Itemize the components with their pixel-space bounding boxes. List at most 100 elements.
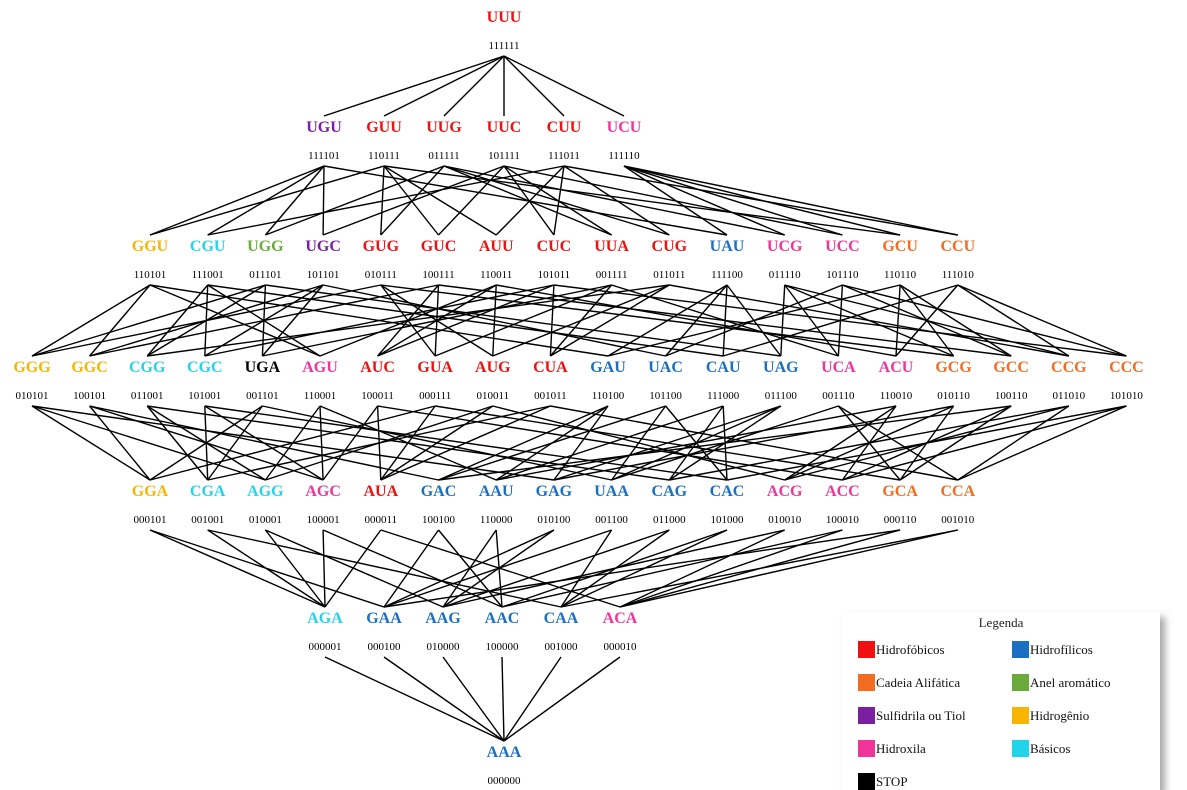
codon-label: CUU	[547, 119, 582, 136]
codon-node: UAG 011100	[763, 359, 799, 402]
edge-line	[784, 405, 897, 481]
edge-line	[324, 656, 505, 742]
binary-code-label: 001101	[246, 390, 279, 402]
codon-node: GUA 000111	[417, 359, 453, 402]
legend: Legenda Hidrofóbicos Hidrofílicos Cadeia A…	[842, 612, 1160, 790]
edge-line	[442, 529, 670, 608]
edge-line	[780, 284, 786, 357]
codon-label: CCC	[1109, 359, 1144, 376]
codon-label: CGG	[129, 359, 166, 376]
edge-line	[957, 284, 1070, 357]
edge-line	[383, 529, 440, 608]
edge-line	[838, 405, 959, 481]
binary-code-label: 110011	[480, 269, 512, 281]
edge-line	[322, 165, 325, 236]
edge-line	[957, 405, 1127, 481]
edge-line	[842, 284, 1127, 357]
codon-label: GCC	[993, 359, 1029, 376]
binary-code-label: 010001	[249, 514, 282, 526]
codon-label: GUC	[421, 238, 457, 255]
legend-swatch	[858, 641, 875, 658]
edge-line	[383, 165, 497, 236]
edge-line	[204, 284, 555, 357]
codon-node: UGA 001101	[245, 359, 281, 402]
codon-label: GAU	[590, 359, 626, 376]
codon-label: AGC	[305, 483, 341, 500]
codon-label: AAC	[485, 610, 520, 627]
binary-code-label: 111111	[489, 40, 520, 52]
edge-line	[495, 165, 565, 236]
codon-label: CGC	[187, 359, 223, 376]
codon-label: UAG	[763, 359, 799, 376]
edge-line	[503, 656, 562, 742]
codon-node: CCU 111010	[940, 238, 975, 281]
binary-code-label: 010010	[768, 514, 802, 526]
legend-item-hidrogenio: Hidrogênio	[1012, 707, 1089, 724]
binary-code-label: 010101	[16, 390, 49, 402]
binary-code-label: 111001	[192, 269, 224, 281]
edge-line	[89, 405, 151, 481]
codon-label: AUU	[479, 238, 514, 255]
codon-node: UUC 101111	[487, 119, 522, 162]
binary-code-label: 110100	[592, 390, 625, 402]
binary-code-label: 101111	[488, 150, 520, 162]
edge-line	[503, 55, 625, 117]
edge-line	[149, 529, 326, 608]
legend-item-basico: Básicos	[1012, 740, 1070, 757]
binary-code-label: 010000	[427, 641, 461, 653]
edge-line	[784, 284, 839, 357]
codon-node: CAA 001000	[544, 610, 579, 653]
codon-node: UCA 001110	[821, 359, 856, 402]
codon-label: UGG	[247, 238, 284, 255]
edge-line	[324, 529, 382, 608]
codon-node: GCU 110110	[882, 238, 918, 281]
edge-line	[31, 284, 381, 357]
binary-code-label: 100101	[73, 390, 106, 402]
codon-node: CGA 001001	[190, 483, 226, 526]
edge-line	[619, 529, 843, 608]
edge-line	[31, 284, 266, 357]
codon-node: GCA 000110	[882, 483, 918, 526]
binary-code-label: 111010	[942, 269, 975, 281]
edge-line	[438, 405, 666, 481]
codon-node: AGA 000001	[307, 610, 343, 653]
edge-line	[442, 656, 505, 742]
codon-node: AUG 010011	[475, 359, 511, 402]
codon-node: UAA 001100	[594, 483, 629, 526]
codon-label: UUG	[426, 119, 462, 136]
edge-line	[380, 405, 494, 481]
legend-title: Legenda	[978, 615, 1024, 630]
edge-line	[147, 284, 670, 357]
codon-label: AAU	[479, 483, 514, 500]
codon-node: UAU 111100	[710, 238, 745, 281]
binary-code-label: 101100	[649, 390, 682, 402]
legend-swatch	[1012, 740, 1029, 757]
legend-item-hidrofilico: Hidrofílicos	[1012, 641, 1093, 658]
codon-node: AGC 100001	[305, 483, 341, 526]
binary-code-label: 001111	[596, 269, 628, 281]
codon-node: CUG 011011	[652, 238, 688, 281]
edge-line	[553, 405, 782, 481]
codon-node: CGG 011001	[129, 359, 166, 402]
binary-code-label: 100100	[422, 514, 456, 526]
codon-node: UCC 101110	[825, 238, 860, 281]
codon-label: UUA	[594, 238, 629, 255]
codon-node: CCC 101010	[1109, 359, 1144, 402]
codon-label: GCG	[935, 359, 972, 376]
legend-item-stop: STOP	[858, 773, 908, 790]
binary-code-label: 001100	[595, 514, 628, 526]
binary-code-label: 010110	[937, 390, 970, 402]
edge-line	[149, 165, 385, 236]
edge-line	[503, 55, 565, 117]
edge-line	[207, 165, 565, 236]
binary-code-label: 110110	[884, 269, 917, 281]
binary-code-label: 110000	[480, 514, 513, 526]
edge-line	[501, 529, 843, 608]
edge-line	[619, 529, 785, 608]
codon-node: GGU 110101	[132, 238, 169, 281]
legend-swatch	[1012, 707, 1029, 724]
edge-line	[31, 405, 266, 481]
edge-line	[383, 55, 505, 117]
codon-node: UUG 011111	[426, 119, 462, 162]
